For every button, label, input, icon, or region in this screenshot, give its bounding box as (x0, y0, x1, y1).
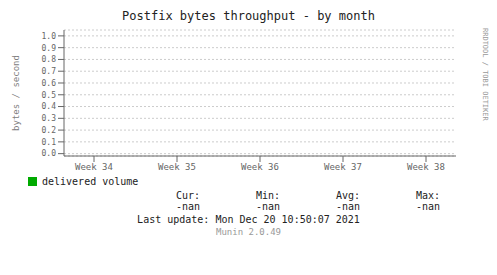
svg-text:Week 37: Week 37 (324, 162, 362, 172)
svg-text:0.8: 0.8 (42, 55, 57, 64)
svg-text:0.0: 0.0 (42, 149, 57, 158)
svg-text:1.0: 1.0 (42, 32, 57, 41)
svg-text:Week 34: Week 34 (75, 162, 113, 172)
html-text:Last update: Mon Dec 20 10:50:: Last update: Mon Dec 20 10:50:07 2021 (137, 214, 360, 225)
html-text:-nan: -nan (336, 201, 360, 212)
html-text:-nan: -nan (176, 201, 200, 212)
svg-text:Week 38: Week 38 (407, 162, 445, 172)
html-text:Avg:: Avg: (336, 190, 360, 201)
html-text:Min:: Min: (256, 190, 280, 201)
html-text:Munin 2.0.49: Munin 2.0.49 (216, 227, 281, 237)
html-text:delivered volume: delivered volume (42, 175, 139, 187)
svg-text:0.3: 0.3 (42, 114, 57, 123)
svg-text:Week 35: Week 35 (158, 162, 196, 172)
html-text:-nan: -nan (256, 201, 280, 212)
svg-text:0.5: 0.5 (42, 91, 57, 100)
svg-text:0.7: 0.7 (42, 67, 57, 76)
html-text:Postfix bytes throughput - by: Postfix bytes throughput - by month (122, 9, 375, 23)
html-text:-nan: -nan (416, 201, 440, 212)
html-text:Cur:: Cur: (176, 190, 200, 201)
svg-text:Week 36: Week 36 (241, 162, 279, 172)
svg-text:0.6: 0.6 (42, 79, 57, 88)
svg-text:0.9: 0.9 (42, 44, 57, 53)
html-text:RRDTOOL / TOBI OETIKER: RRDTOOL / TOBI OETIKER (481, 28, 489, 121)
svg-text:0.4: 0.4 (42, 102, 57, 111)
html-text:Max:: Max: (416, 190, 440, 201)
svg-text:0.1: 0.1 (42, 138, 57, 147)
svg-text:0.2: 0.2 (42, 126, 57, 135)
svg-text:bytes / second: bytes / second (11, 55, 21, 131)
